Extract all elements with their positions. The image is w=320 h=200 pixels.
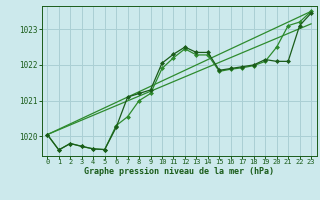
X-axis label: Graphe pression niveau de la mer (hPa): Graphe pression niveau de la mer (hPa) <box>84 167 274 176</box>
